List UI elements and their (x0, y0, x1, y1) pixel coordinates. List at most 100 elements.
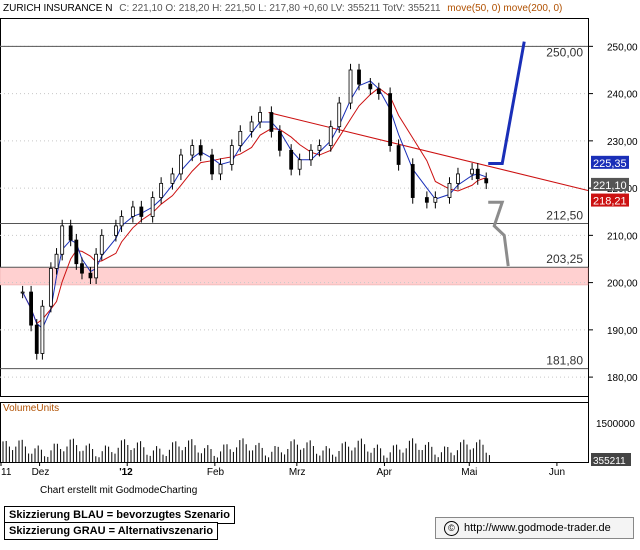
candle-body (68, 225, 73, 241)
header-ma-labels: move(50, 0) move(200, 0) (447, 3, 562, 14)
candle-body (48, 268, 53, 307)
y-tick-label-190: 190,00 (607, 326, 638, 337)
candle-body (258, 112, 262, 123)
last-close-badge (591, 177, 629, 191)
candle-body (309, 149, 313, 161)
x-tick-label-7: Jun (549, 467, 565, 478)
candle-body (139, 206, 144, 217)
candle-body (277, 130, 282, 151)
chart-frame (0, 18, 589, 462)
header-title: ZURICH INSURANCE N (3, 3, 112, 14)
candle-body (289, 149, 294, 170)
candle-body (210, 154, 214, 175)
x-tick-label-0: 11 (1, 467, 12, 478)
volume-last-value: 355211 (593, 456, 626, 467)
x-tick-label-1: Dez (32, 467, 50, 478)
ma200-line (22, 87, 487, 325)
candle-body (470, 168, 474, 175)
candle-body (179, 154, 183, 175)
candle-body (433, 197, 438, 203)
volume-last-badge (591, 453, 631, 466)
header-line: ZURICH INSURANCE N C: 221,10 O: 218,20 H… (3, 3, 562, 14)
y-tick-label-250: 250,00 (607, 42, 638, 53)
candle-body (317, 145, 322, 151)
y-tick-label-200: 200,00 (607, 279, 638, 290)
candle-body (447, 182, 452, 198)
ma200-badge (591, 193, 629, 207)
candle-body (475, 168, 480, 180)
ma50-value: 225,35 (593, 158, 627, 170)
candle-body (388, 93, 393, 146)
legend-blue: Skizzierung BLAU = bevorzugtes Szenario (4, 506, 235, 524)
candle-body (99, 234, 104, 255)
candle-body (130, 206, 135, 217)
candle-body (357, 69, 361, 85)
last-close-value: 221,10 (593, 180, 627, 192)
y-tick-label-240: 240,00 (607, 90, 638, 101)
ma50-badge (591, 155, 629, 169)
level-label-2: 203,25 (546, 252, 583, 266)
level-label-1: 212,50 (546, 209, 583, 223)
candle-body (29, 291, 33, 326)
candle-body (456, 173, 460, 184)
candle-body (410, 164, 415, 198)
downtrend-line (268, 112, 589, 191)
scenario-gray-arrow (488, 200, 510, 267)
ma50-line (22, 80, 487, 330)
candle-body (328, 126, 333, 146)
candle-body (484, 178, 489, 184)
copyright-icon: © (444, 520, 459, 536)
volume-tick-label: 1500000 (596, 419, 635, 430)
candle-body (170, 173, 175, 184)
candle-body (114, 225, 118, 236)
candle-body (218, 164, 223, 175)
chart-credit: Chart erstellt mit GodmodeCharting (40, 485, 198, 496)
candle-body (348, 69, 353, 104)
candle-body (249, 121, 254, 132)
candle-body (269, 112, 274, 132)
candle-body (238, 130, 243, 146)
x-axis: 11 Dez '12 Feb Mrz Apr Mai Jun (0, 462, 588, 478)
x-tick-label-4: Mrz (289, 467, 306, 478)
y-axis: 180,00190,00200,00210,00220,00230,00240,… (588, 42, 638, 384)
candle-body (297, 159, 302, 170)
candle-body (80, 263, 84, 274)
source-url-box[interactable]: © http://www.godmode-trader.de (435, 517, 634, 539)
candle-body (229, 145, 234, 165)
level-label-3: 181,80 (546, 354, 583, 368)
candle-body (337, 102, 342, 128)
scenario-arrows (488, 41, 526, 267)
candle-body (190, 145, 195, 156)
horizontal-levels: 250,00 212,50 203,25 181,80 (0, 45, 589, 370)
candle-body (424, 197, 429, 203)
x-tick-label-6: Mai (461, 467, 477, 478)
scenario-blue-arrow (488, 41, 526, 166)
candle-body (20, 291, 25, 294)
x-tick-label-5: Apr (376, 467, 392, 478)
source-url[interactable]: http://www.godmode-trader.de (464, 522, 611, 534)
candle-body (88, 272, 93, 279)
header-quote: C: 221,10 O: 218,20 H: 221,50 L: 217,80 … (119, 3, 441, 14)
candles (20, 63, 489, 360)
candle-body (150, 197, 155, 217)
candle-body (368, 83, 373, 90)
legend-gray: Skizzierung GRAU = Alternativszenario (4, 522, 219, 540)
candle-body (119, 216, 124, 227)
candle-body (60, 225, 65, 255)
candle-body (74, 239, 79, 265)
volume-label: VolumeUnits (3, 403, 59, 414)
x-tick-label-2: '12 (119, 467, 133, 478)
y-tick-label-180: 180,00 (607, 373, 638, 384)
candle-body (396, 145, 401, 165)
candle-body (94, 253, 99, 279)
candle-body (54, 253, 59, 269)
ma200-value: 218,21 (593, 196, 627, 208)
candle-body (198, 145, 203, 156)
level-label-0: 250,00 (546, 45, 583, 59)
candle-body (376, 88, 381, 94)
moving-averages (22, 80, 487, 330)
volume-panel: VolumeUnits 1500000 355211 (0, 402, 635, 467)
candle-body (159, 182, 164, 198)
